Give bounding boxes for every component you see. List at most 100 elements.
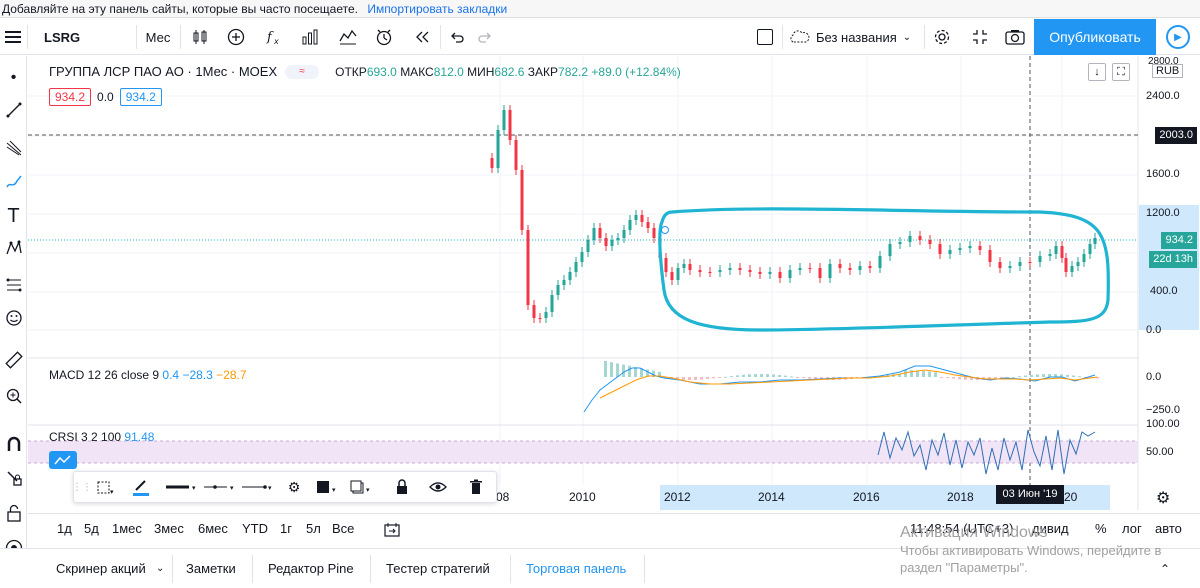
clone-icon[interactable]: ▾ [346, 472, 378, 502]
macd-histogram-bar [730, 376, 733, 378]
drawing-settings-gear-icon[interactable]: ⚙ [287, 478, 301, 495]
line-width-icon[interactable]: ▾ [164, 472, 200, 502]
candle-body [676, 268, 680, 280]
range-ytd[interactable]: YTD [242, 521, 268, 536]
import-bookmarks-link[interactable]: Импортировать закладки [367, 2, 508, 16]
trash-icon[interactable] [462, 472, 490, 502]
bar-style-icon[interactable] [186, 19, 214, 55]
tab-stock-screener[interactable]: Скринер акций [56, 561, 146, 576]
template-icon[interactable]: ▾ [90, 472, 120, 502]
redo-icon[interactable] [472, 19, 498, 55]
candle-body [568, 272, 572, 280]
publish-button[interactable]: Опубликовать [1034, 19, 1156, 55]
line-style-icon[interactable]: ▾ [202, 472, 238, 502]
bottom-panel-tabs: Скринер акций ⌄ Заметки Редактор Pine Те… [0, 548, 1200, 588]
collapse-panel-icon[interactable]: ⌃ [1160, 562, 1171, 576]
chart-settings-gear-icon[interactable]: ⚙ [1156, 490, 1171, 507]
range-1d[interactable]: 1д [57, 521, 72, 536]
candle-body [628, 220, 632, 230]
percent-scale-toggle[interactable]: % [1095, 521, 1107, 536]
eye-icon[interactable] [424, 472, 452, 502]
price-axis-label: 0.0 [1146, 324, 1162, 336]
text-tool-icon[interactable]: T [7, 204, 20, 227]
brush-icon[interactable] [0, 170, 27, 194]
trend-line-icon[interactable] [0, 98, 27, 122]
interval-selector[interactable]: Мес [145, 29, 171, 45]
price-chart[interactable] [0, 0, 1200, 512]
emoji-icon[interactable] [0, 306, 27, 330]
grid [28, 56, 1138, 485]
range-6m[interactable]: 6мес [198, 521, 228, 536]
hand-drawn-annotation[interactable] [658, 207, 1110, 332]
compare-icon[interactable] [222, 19, 250, 55]
date-range-bar: 1д 5д 1мес 3мес 6мес YTD 1г 5л Все 11:48… [28, 513, 1200, 543]
buy-price-box[interactable]: 934.2 [119, 88, 162, 106]
templates-icon[interactable] [334, 19, 362, 55]
price-axis-label: 400.0 [1150, 285, 1178, 297]
camera-icon[interactable] [1000, 19, 1030, 55]
tab-pine-editor[interactable]: Редактор Pine [268, 561, 354, 576]
cursor-dot-icon[interactable]: • [10, 69, 17, 86]
dividends-adjust-toggle[interactable]: дивид [1032, 521, 1069, 536]
log-scale-toggle[interactable]: лог [1122, 521, 1142, 536]
fullscreen-icon[interactable] [966, 19, 994, 55]
financials-icon[interactable] [296, 19, 324, 55]
collapse-pane-icon[interactable] [49, 451, 77, 469]
line-color-icon[interactable] [126, 472, 156, 502]
menu-icon[interactable] [0, 19, 26, 55]
arrange-icon[interactable]: ▾ [312, 472, 344, 502]
sell-price-box[interactable]: 934.2 [49, 88, 92, 106]
alert-icon[interactable] [370, 19, 398, 55]
legend-toggle[interactable]: ≈ [285, 64, 320, 79]
range-3m[interactable]: 3мес [154, 521, 184, 536]
lock-drawing-icon[interactable] [0, 466, 27, 490]
candle-body [1028, 262, 1032, 263]
undo-icon[interactable] [444, 19, 470, 55]
padlock-icon[interactable] [0, 501, 27, 525]
play-button[interactable]: ▶ [1160, 21, 1196, 53]
tab-trading-panel[interactable]: Торговая панель [526, 561, 627, 576]
zoom-in-icon[interactable] [0, 384, 27, 408]
range-5y[interactable]: 5л [306, 521, 321, 536]
crsi-legend[interactable]: CRSI 3 2 100 91.48 [49, 430, 155, 444]
maximize-pane-icon[interactable]: ⛶ [1112, 63, 1130, 81]
clock-timezone[interactable]: 11:48:54 (UTC+3) [910, 521, 1014, 536]
settings-gear-icon[interactable] [928, 19, 956, 55]
tab-strategy-tester[interactable]: Тестер стратегий [386, 561, 490, 576]
go-to-date-icon[interactable] [384, 514, 400, 544]
range-1m[interactable]: 1мес [112, 521, 142, 536]
macd-legend[interactable]: MACD 12 26 close 9 0.4 −28.3 −28.7 [49, 368, 247, 382]
auto-scale-toggle[interactable]: авто [1155, 521, 1182, 536]
replay-icon[interactable] [408, 19, 436, 55]
svg-text:▾: ▾ [230, 485, 234, 492]
pattern-icon[interactable] [0, 236, 27, 260]
layout-checkbox-icon[interactable] [754, 19, 776, 55]
symbol-search[interactable]: LSRG [44, 29, 81, 45]
macd-histogram-bar [646, 369, 649, 377]
drag-handle-icon[interactable]: ⋮⋮ [72, 481, 92, 493]
range-5d[interactable]: 5д [84, 521, 99, 536]
arrow-down-icon[interactable]: ↓ [1088, 63, 1106, 81]
forecast-icon[interactable] [0, 272, 27, 296]
instrument-title[interactable]: ГРУППА ЛСР ПАО АО · 1Мес · MOEX [49, 64, 278, 79]
range-1y[interactable]: 1г [280, 521, 292, 536]
magnet-icon[interactable] [0, 432, 27, 456]
range-all[interactable]: Все [332, 521, 355, 536]
currency-label[interactable]: RUB [1152, 64, 1184, 78]
annotation-anchor[interactable] [661, 226, 669, 234]
macd-histogram-bar [766, 374, 769, 377]
tab-notes[interactable]: Заметки [186, 561, 236, 576]
line-end-icon[interactable]: ▾ [240, 472, 276, 502]
chevron-down-icon[interactable]: ⌄ [156, 563, 165, 574]
alert-price-tag[interactable]: 2003.0 [1155, 127, 1197, 144]
candle-body [808, 268, 812, 269]
price-axis-label: 1600.0 [1146, 168, 1180, 180]
ruler-icon[interactable] [0, 348, 27, 372]
candle-body [1054, 246, 1058, 254]
macd-histogram-bar [796, 377, 799, 378]
lock-icon[interactable] [388, 472, 416, 502]
pitchfork-icon[interactable] [0, 136, 27, 160]
candle-body [738, 268, 742, 270]
layout-name-selector[interactable]: Без названия ⌄ [788, 19, 922, 55]
